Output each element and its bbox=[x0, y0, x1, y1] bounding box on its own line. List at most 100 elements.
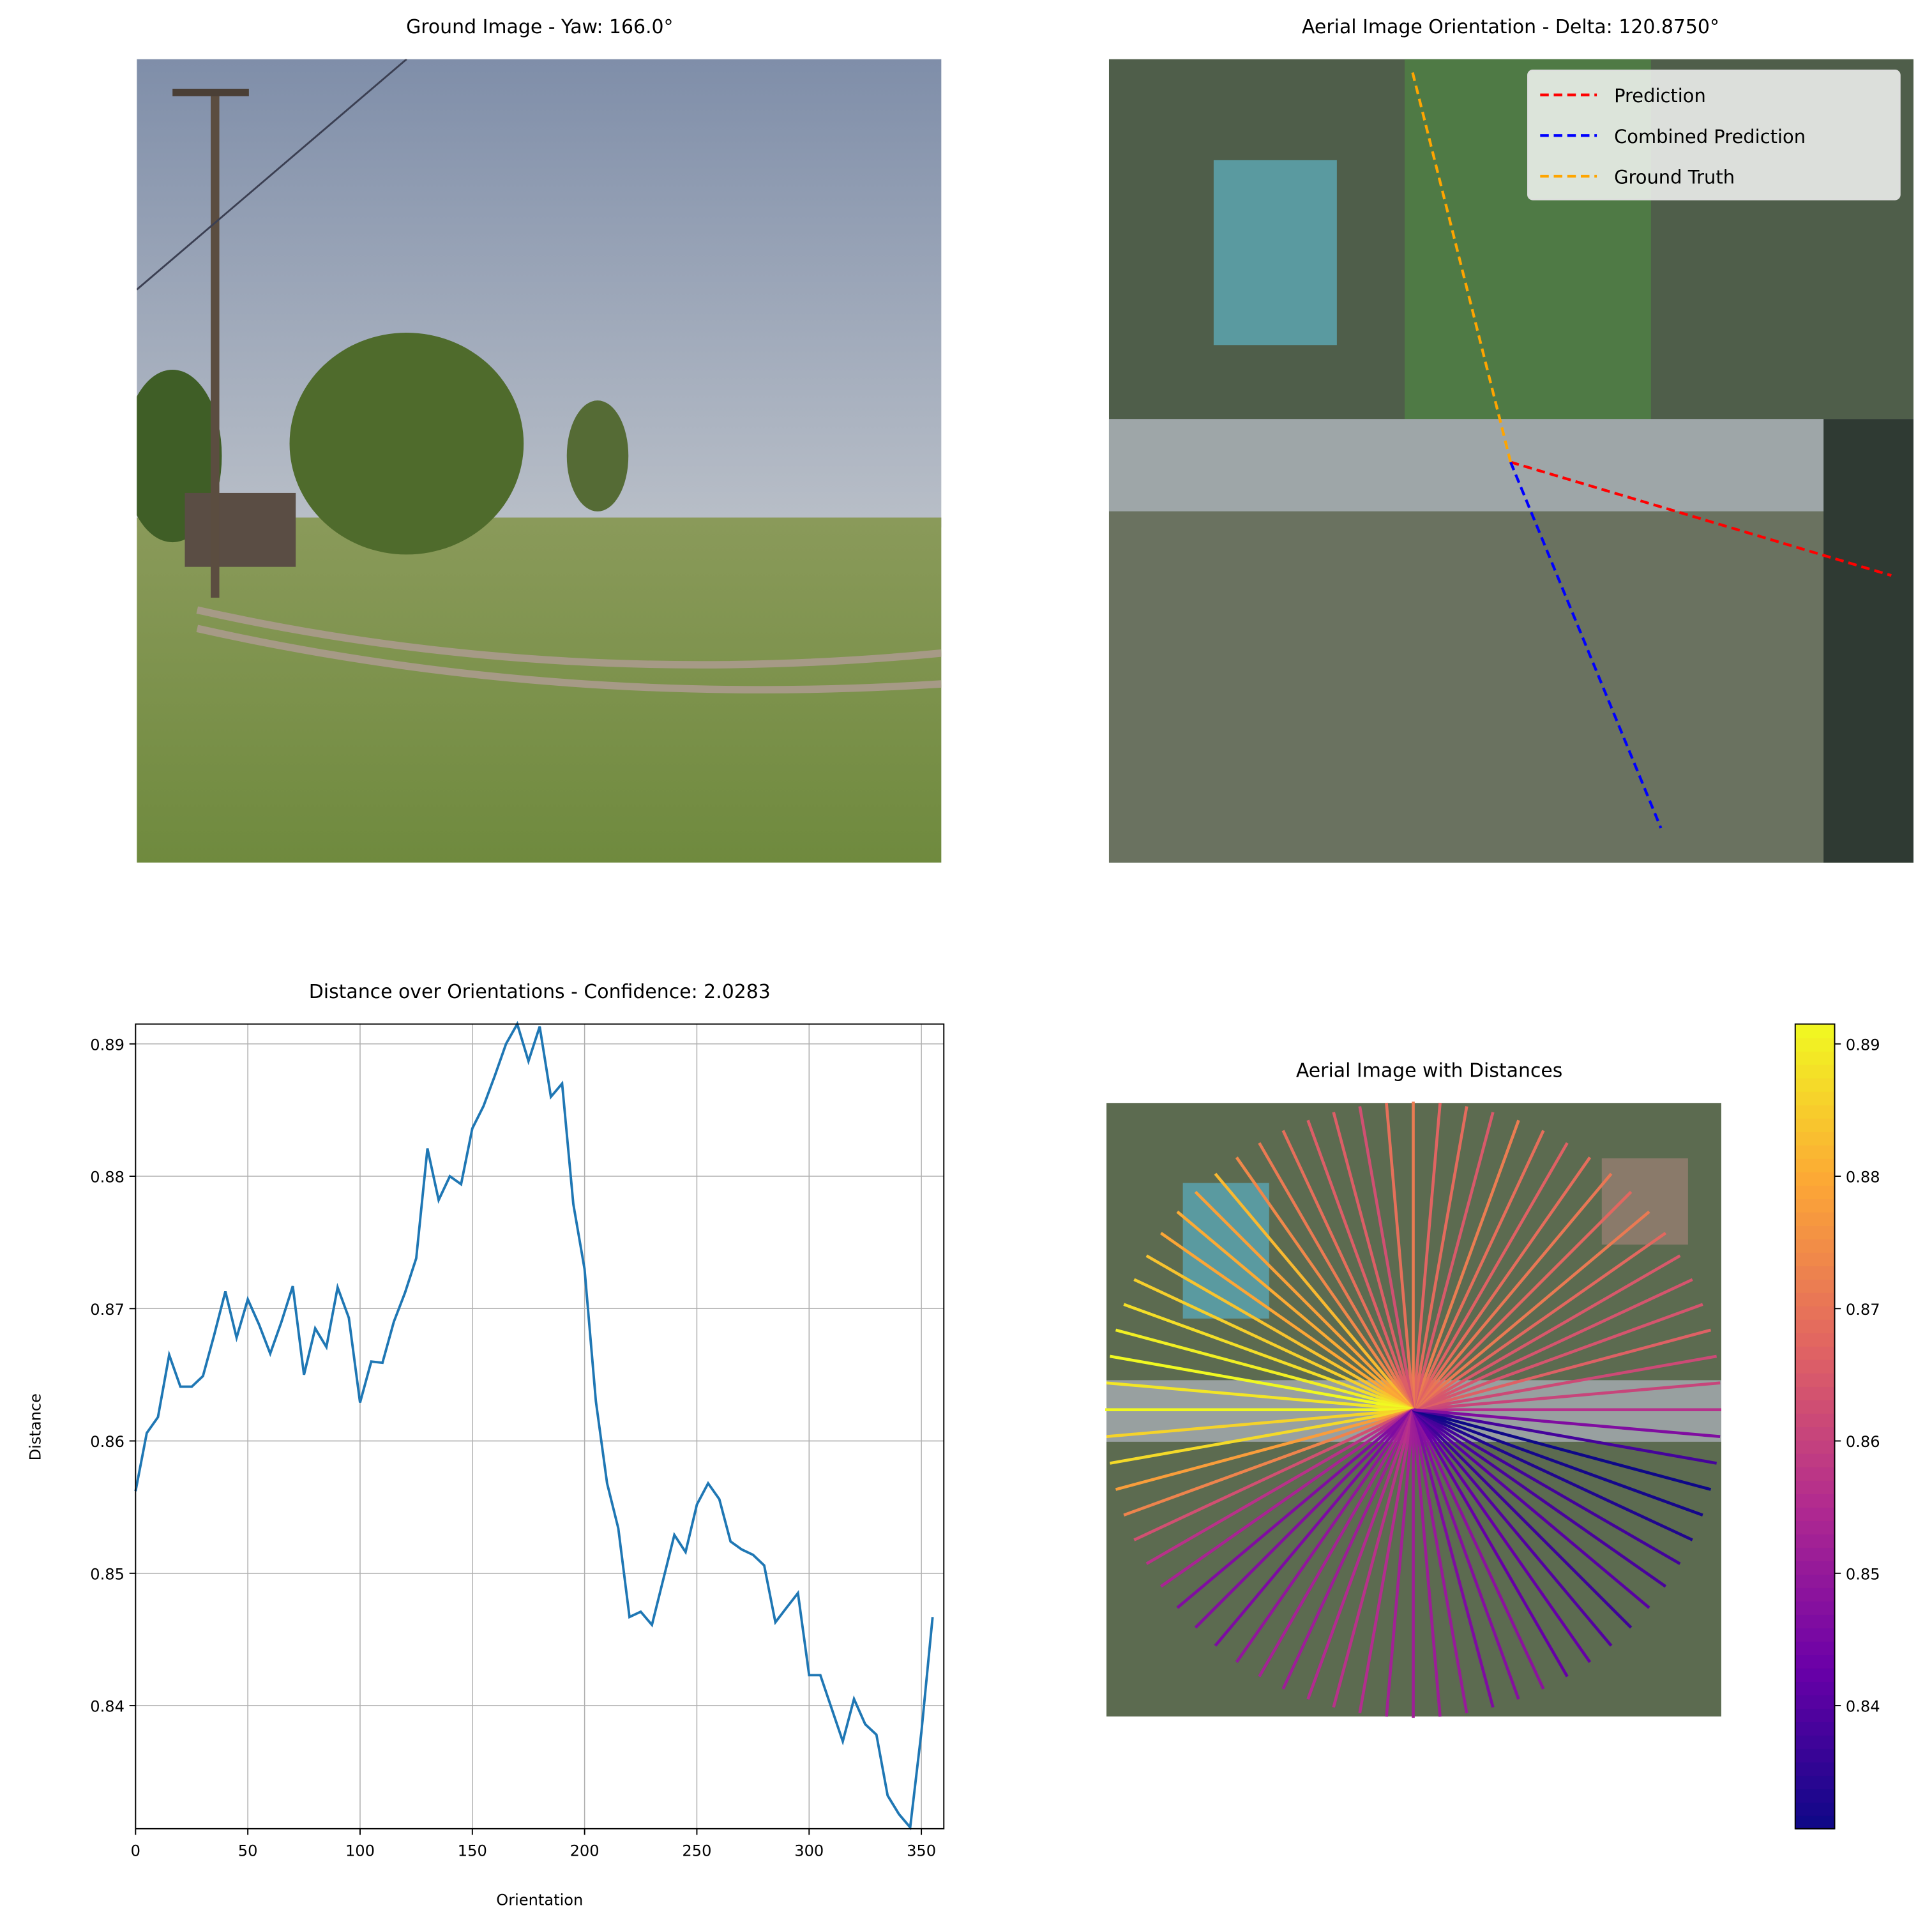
distance-ray bbox=[1412, 1156, 1592, 1411]
colorbar-cell bbox=[1795, 1077, 1835, 1092]
colorbar-cell bbox=[1795, 1265, 1835, 1280]
x-tick-label: 100 bbox=[345, 1842, 375, 1859]
colorbar-cell bbox=[1795, 1399, 1835, 1414]
panel-title: Aerial Image Orientation - Delta: 120.87… bbox=[1302, 16, 1719, 38]
colorbar-cell bbox=[1795, 1721, 1835, 1736]
distance-ray bbox=[1412, 1190, 1633, 1411]
distance-ray bbox=[1412, 1409, 1613, 1647]
distance-ray bbox=[1133, 1408, 1414, 1541]
distance-ray bbox=[1412, 1408, 1667, 1588]
colorbar-cell bbox=[1795, 1761, 1835, 1776]
distance-ray bbox=[1385, 1409, 1415, 1717]
distance-ray bbox=[1412, 1112, 1495, 1411]
distance-ray bbox=[1412, 1172, 1613, 1411]
colorbar-tick-label: 0.86 bbox=[1846, 1433, 1880, 1451]
y-tick-label: 0.89 bbox=[90, 1036, 125, 1054]
distance-ray bbox=[1258, 1409, 1415, 1677]
distance-ray bbox=[1413, 1354, 1717, 1411]
colorbar-cell bbox=[1795, 1560, 1835, 1575]
ground-photo bbox=[137, 59, 942, 863]
legend-box bbox=[1527, 70, 1901, 201]
distance-ray bbox=[1235, 1409, 1415, 1663]
colorbar-cell bbox=[1795, 1533, 1835, 1548]
distance-ray bbox=[1412, 1130, 1545, 1411]
distance-ray bbox=[1358, 1409, 1415, 1714]
colorbar-cell bbox=[1795, 1506, 1835, 1521]
legend-label: Ground Truth bbox=[1614, 167, 1735, 188]
distance-ray bbox=[1145, 1408, 1414, 1565]
distance-ray bbox=[1159, 1232, 1414, 1411]
colorbar-cell bbox=[1795, 1064, 1835, 1079]
colorbar-cell bbox=[1795, 1131, 1835, 1146]
distance-ray bbox=[1332, 1112, 1415, 1411]
colorbar-cell bbox=[1795, 1158, 1835, 1172]
orientation-line bbox=[1509, 461, 1663, 829]
x-tick-label: 0 bbox=[131, 1842, 140, 1859]
distance-ray bbox=[1176, 1210, 1415, 1411]
colorbar-frame bbox=[1794, 1023, 1836, 1829]
distance-ray bbox=[1412, 1409, 1495, 1708]
distance-ray bbox=[1159, 1408, 1414, 1588]
distance-ray bbox=[1306, 1119, 1415, 1411]
distance-ray bbox=[1214, 1409, 1415, 1647]
distance-ray bbox=[1412, 1409, 1442, 1717]
distance-ray bbox=[1412, 1409, 1545, 1690]
colorbar-cell bbox=[1795, 1238, 1835, 1253]
colorbar-cell bbox=[1795, 1573, 1835, 1588]
colorbar-cell bbox=[1795, 1372, 1835, 1387]
colorbar-cell bbox=[1795, 1627, 1835, 1642]
distance-ray bbox=[1412, 1408, 1681, 1565]
distance-ray bbox=[1412, 1142, 1569, 1411]
colorbar-cell bbox=[1795, 1144, 1835, 1159]
colorbar-cell bbox=[1795, 1681, 1835, 1695]
colorbar-cell bbox=[1795, 1587, 1835, 1602]
distance-ray bbox=[1123, 1303, 1414, 1411]
colorbar-cell bbox=[1795, 1319, 1835, 1333]
colorbar-cell bbox=[1795, 1748, 1835, 1762]
distance-ray bbox=[1115, 1408, 1414, 1491]
colorbar-cell bbox=[1795, 1547, 1835, 1561]
colorbar-cell bbox=[1795, 1332, 1835, 1347]
distance-ray bbox=[1145, 1254, 1414, 1411]
colorbar-cell bbox=[1795, 1493, 1835, 1508]
distance-ray bbox=[1176, 1408, 1415, 1609]
distance-ray bbox=[1412, 1409, 1468, 1714]
distance-ray bbox=[1412, 1408, 1693, 1541]
x-tick-label: 200 bbox=[570, 1842, 600, 1859]
distance-ray bbox=[1115, 1328, 1414, 1411]
colorbar-cell bbox=[1795, 1694, 1835, 1709]
distance-ray bbox=[1413, 1408, 1717, 1465]
y-tick-label: 0.87 bbox=[90, 1301, 125, 1319]
distance-ray bbox=[1332, 1409, 1415, 1708]
colorbar-cell bbox=[1795, 1211, 1835, 1226]
colorbar-cell bbox=[1795, 1600, 1835, 1615]
colorbar-cell bbox=[1795, 1788, 1835, 1803]
colorbar-cell bbox=[1795, 1708, 1835, 1722]
x-tick-label: 250 bbox=[682, 1842, 711, 1859]
distance-ray bbox=[1412, 1106, 1468, 1411]
distance-ray bbox=[1412, 1409, 1633, 1629]
legend-label: Combined Prediction bbox=[1614, 126, 1806, 148]
colorbar-cell bbox=[1795, 1024, 1835, 1038]
distance-ray bbox=[1412, 1303, 1703, 1411]
colorbar-tick-label: 0.87 bbox=[1846, 1301, 1880, 1319]
y-tick-label: 0.85 bbox=[90, 1565, 125, 1583]
panel-title: Distance over Orientations - Confidence:… bbox=[309, 981, 771, 1003]
distance-ray bbox=[1109, 1354, 1414, 1411]
distance-ray bbox=[1412, 1409, 1592, 1663]
legend: Prediction Combined Prediction Ground Trut… bbox=[1527, 70, 1901, 201]
colorbar-cell bbox=[1795, 1117, 1835, 1132]
colorbar-cell bbox=[1795, 1091, 1835, 1105]
colorbar-cell bbox=[1795, 1050, 1835, 1065]
colorbar-cell bbox=[1795, 1386, 1835, 1400]
distance-ray bbox=[1412, 1408, 1650, 1609]
distance-ray bbox=[1412, 1278, 1693, 1411]
distance-ray bbox=[1123, 1408, 1414, 1517]
distance-ray bbox=[1412, 1210, 1650, 1411]
distance-ray bbox=[1412, 1232, 1667, 1411]
colorbar-cell bbox=[1795, 1614, 1835, 1628]
colorbar-cell bbox=[1795, 1171, 1835, 1186]
distance-ray bbox=[1281, 1409, 1415, 1690]
colorbar-cell bbox=[1795, 1104, 1835, 1119]
panel-title: Aerial Image with Distances bbox=[1296, 1060, 1563, 1082]
